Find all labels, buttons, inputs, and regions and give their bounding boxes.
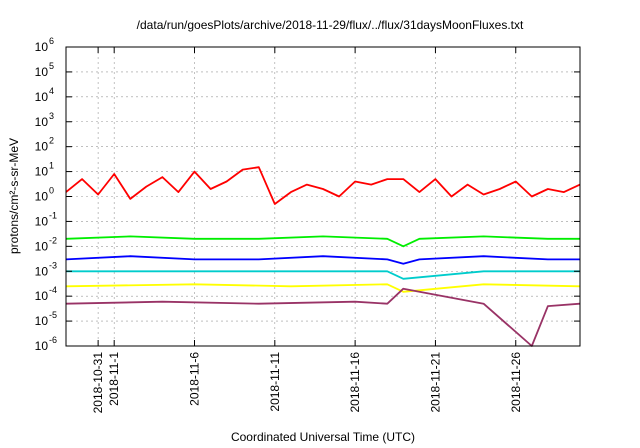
x-tick-label: 2018-11-6 xyxy=(188,352,202,406)
y-tick-label: 10 xyxy=(35,239,49,253)
y-tick-label: 10 xyxy=(35,214,49,228)
x-tick-label: 2018-11-11 xyxy=(268,352,282,412)
y-tick-exponent: -6 xyxy=(49,335,57,345)
y-tick-exponent: 2 xyxy=(49,136,54,146)
y-tick-exponent: 4 xyxy=(49,86,54,96)
y-tick-label: 10 xyxy=(35,264,49,278)
y-tick-label: 10 xyxy=(35,314,49,328)
x-axis-label: Coordinated Universal Time (UTC) xyxy=(231,430,415,444)
x-tick-label: 2018-11-21 xyxy=(428,352,442,413)
y-tick-exponent: 5 xyxy=(49,61,54,71)
y-tick-exponent: 3 xyxy=(49,111,54,121)
y-tick-exponent: 1 xyxy=(49,161,54,171)
grid-lines xyxy=(66,47,580,346)
y-tick-exponent: -3 xyxy=(49,260,57,270)
y-axis-ticks: 10 -610 -510 -410 -310 -210 -110 010 110 210 310 41… xyxy=(35,36,580,353)
y-tick-label: 10 xyxy=(35,190,49,204)
series-line-3 xyxy=(65,255,580,265)
x-tick-label: 2018-11-1 xyxy=(107,352,121,406)
series-line-6 xyxy=(65,287,581,347)
y-tick-exponent: 0 xyxy=(49,186,54,196)
series-line-1 xyxy=(65,166,581,205)
y-tick-exponent: 6 xyxy=(49,36,54,46)
series-line-4 xyxy=(66,270,580,280)
y-tick-label: 10 xyxy=(35,40,49,54)
y-axis-label: protons/cm²-s-sr-MeV xyxy=(7,138,21,254)
x-tick-label: 2018-10-31 xyxy=(91,352,105,414)
chart-title: /data/run/goesPlots/archive/2018-11-29/f… xyxy=(137,18,524,32)
y-tick-exponent: -1 xyxy=(49,210,57,220)
y-tick-exponent: -4 xyxy=(49,285,57,295)
y-tick-label: 10 xyxy=(35,165,49,179)
y-tick-label: 10 xyxy=(35,65,49,79)
y-tick-label: 10 xyxy=(35,140,49,154)
y-tick-label: 10 xyxy=(35,289,49,303)
x-tick-label: 2018-11-26 xyxy=(509,352,523,413)
y-tick-label: 10 xyxy=(35,90,49,104)
y-tick-label: 10 xyxy=(35,339,49,353)
y-tick-exponent: -2 xyxy=(49,235,57,245)
series-line-2 xyxy=(65,235,580,248)
series-group xyxy=(65,166,581,347)
series-line-5 xyxy=(65,283,581,293)
x-tick-label: 2018-11-16 xyxy=(348,352,362,413)
y-tick-label: 10 xyxy=(35,115,49,129)
y-tick-exponent: -5 xyxy=(49,310,57,320)
x-axis-ticks: 2018-10-31 2018-11-1 2018-11-6 2018-11-11 20… xyxy=(91,47,523,413)
